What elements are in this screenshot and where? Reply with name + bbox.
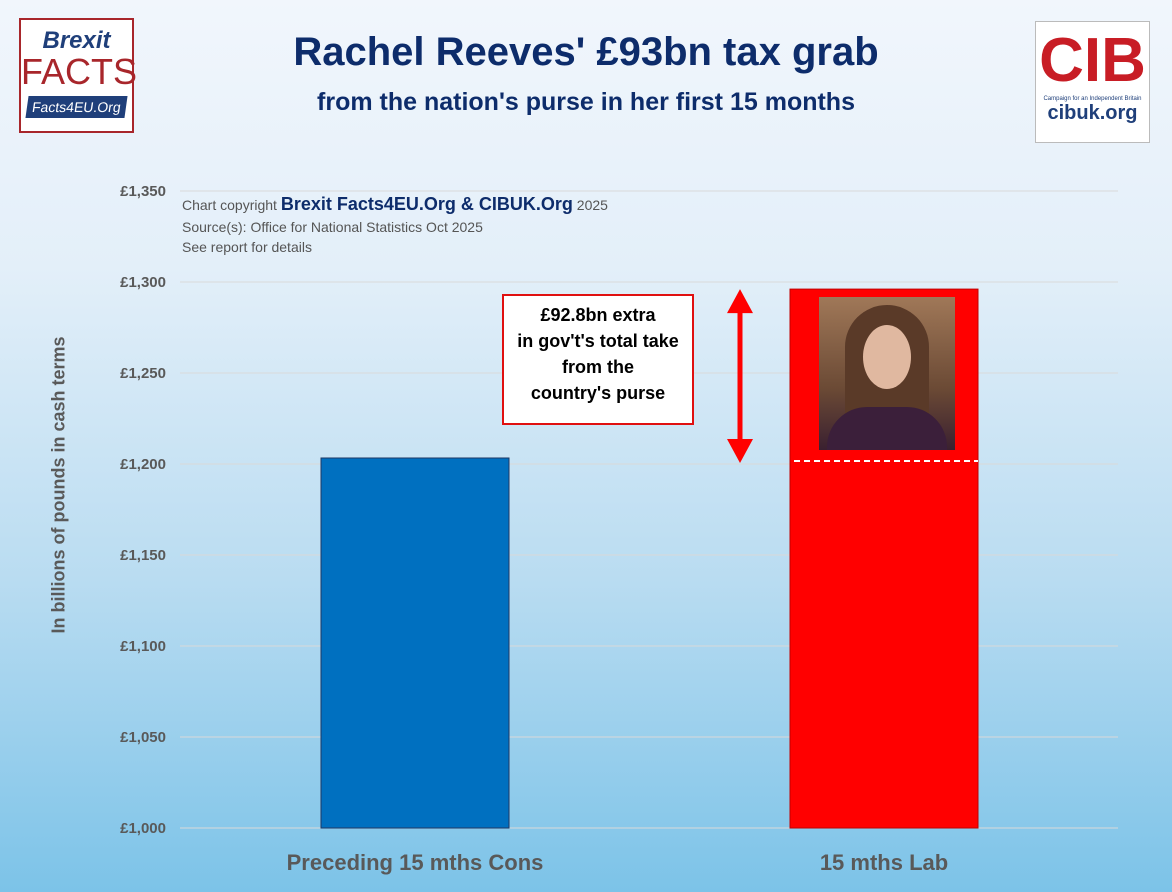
x-tick-label: 15 mths Lab <box>820 850 948 875</box>
difference-annotation: £92.8bn extra in gov't's total take from… <box>502 294 694 425</box>
y-tick-label: £1,050 <box>120 729 166 746</box>
bar-cons <box>320 457 510 829</box>
annotation-line: £92.8bn extra <box>540 305 656 325</box>
y-tick-label: £1,000 <box>120 820 166 837</box>
y-tick-label: £1,200 <box>120 456 166 473</box>
y-axis-label: In billions of pounds in cash terms <box>48 336 69 634</box>
arrow-down-icon <box>727 438 753 463</box>
y-tick-label: £1,150 <box>120 547 166 564</box>
y-tick-label: £1,250 <box>120 365 166 382</box>
copyright-year: 2025 <box>576 197 608 213</box>
y-tick-label: £1,300 <box>120 274 166 291</box>
arrow-up-icon <box>727 289 753 314</box>
annotation-line: country's purse <box>530 383 666 403</box>
source-line: Source(s): Office for National Statistic… <box>182 219 483 235</box>
chart-title: Rachel Reeves' £93bn tax grab <box>293 30 879 74</box>
chart-subtitle: from the nation's purse in her first 15 … <box>317 88 855 116</box>
minister-photo <box>819 297 955 450</box>
x-tick-label: Preceding 15 mths Cons <box>287 850 544 875</box>
brexit-facts-logo: Brexit FACTS Facts4EU.Org <box>19 18 138 133</box>
cibuk-logo: CIB Campaign for an Independent Britain … <box>1035 21 1150 143</box>
details-line: See report for details <box>182 239 312 255</box>
annotation-line: from the <box>562 357 634 377</box>
y-tick-label: £1,100 <box>120 638 166 655</box>
logo-cib: CIB <box>1039 26 1146 95</box>
copyright-line: Chart copyright Brexit Facts4EU.Org & CI… <box>182 194 608 215</box>
copyright-owners: Brexit Facts4EU.Org & CIBUK.Org <box>280 194 573 214</box>
y-tick-label: £1,350 <box>120 183 166 200</box>
logo-facts: FACTS <box>21 51 138 92</box>
logo-tagline: Campaign for an Independent Britain <box>1043 96 1142 102</box>
annotation-line: in gov't's total take <box>517 331 679 351</box>
copyright-prefix: Chart copyright <box>182 197 277 213</box>
logo-cibuk-url: cibuk.org <box>1047 102 1138 124</box>
logo-brexit: Brexit <box>42 27 111 54</box>
